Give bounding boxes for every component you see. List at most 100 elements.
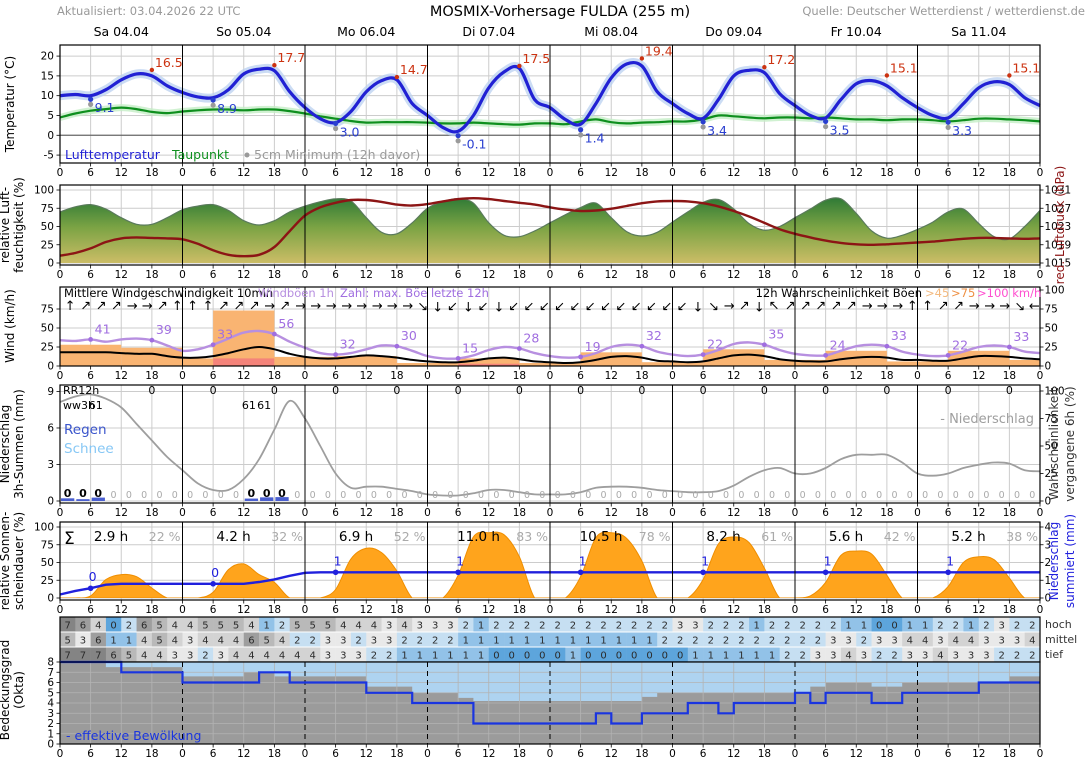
gust-max-label: 32 (340, 337, 356, 352)
hour-label: 18 (1003, 748, 1016, 760)
hour-label: 18 (880, 507, 893, 519)
hour-label: 0 (792, 370, 799, 382)
cloud-layer-okta-value: 1 (493, 636, 499, 647)
wind-direction-arrow-icon: ↑ (858, 301, 873, 312)
cloud-layer-okta-value: 2 (784, 621, 790, 632)
hour-label: 6 (455, 507, 462, 519)
wind-direction-arrow-icon: ↑ (202, 299, 213, 314)
wind-direction-arrow-icon: ↑ (643, 296, 661, 314)
rr12h-value: 0 (822, 384, 829, 397)
rr12h-value: 0 (393, 384, 400, 397)
cloud-layer-okta-value: 1 (539, 636, 545, 647)
cloud-layer-okta-value: 2 (799, 636, 805, 647)
precip-3h-value: 0 (202, 490, 208, 501)
y-tick-label: 9 (47, 386, 54, 398)
hour-label: 12 (605, 269, 618, 281)
cloud-layer-okta-value: 2 (1014, 651, 1020, 662)
hour-label: 6 (455, 604, 462, 616)
hour-label: 0 (914, 269, 921, 281)
cloud-layer-okta-value: 4 (401, 621, 407, 632)
cum-precip-label: 1 (824, 553, 832, 568)
gust-max-label: 22 (952, 337, 968, 352)
hour-label: 6 (822, 604, 829, 616)
min-temp-label: 9.1 (95, 100, 115, 115)
legend-gust-number: Zahl: max. Böe letzte 12h (340, 286, 489, 300)
hour-label: 18 (390, 370, 403, 382)
wind-direction-arrow-icon: ↑ (187, 299, 198, 314)
hour-label: 0 (792, 167, 799, 179)
cloud-layer-okta-value: 2 (784, 636, 790, 647)
hour-label: 12 (605, 604, 618, 616)
axis-label-clouds-2: (Okta) (12, 671, 26, 709)
precip-3h-value: 0 (356, 490, 362, 501)
cloud-layer-okta-value: 4 (953, 636, 959, 647)
precip-3h-value: 0 (278, 487, 286, 500)
cloud-layer-okta-value: 5 (156, 621, 162, 632)
hour-label: 6 (945, 370, 952, 382)
hour-label: 0 (424, 370, 431, 382)
y-tick-label: 25 (41, 342, 54, 354)
legend-gust-100: >100 km/h (977, 286, 1041, 300)
cloud-layer-okta-value: 6 (95, 636, 101, 647)
precip-3h-value: 0 (1014, 490, 1020, 501)
hour-label: 6 (577, 748, 584, 760)
precip-3h-value: 0 (999, 490, 1005, 501)
panel-temperature: 16.5 17.7 14.7 17.5 19.4 17.2 15.1 15.1 9.1 8.9 3.… (41, 43, 1044, 179)
rr12h-value: 0 (210, 384, 217, 397)
y2-tick-label: 25 (1045, 468, 1058, 480)
cloud-layer-okta-value: 5 (233, 621, 239, 632)
hour-label: 0 (669, 269, 676, 281)
cloud-layer-okta-value: 4 (172, 621, 178, 632)
sunshine-percent-label: 42 % (884, 529, 916, 544)
day-labels: Sa 04.04 So 05.04 Mo 06.04 Di 07.04 Mi 08.04… (94, 24, 1007, 39)
hour-label: 0 (1037, 604, 1044, 616)
cloud-layer-okta-value: 1 (524, 636, 530, 647)
cum-precip-label: 1 (946, 553, 954, 568)
hour-label: 6 (210, 167, 217, 179)
panel-humidity: 0 25 50 75 100 1015 1019 1023 1027 1031 0 6 12 18 0 6 12… (34, 184, 1071, 281)
hour-label: 12 (850, 370, 863, 382)
cloud-layer-okta-value: 3 (1014, 636, 1020, 647)
cloud-layer-okta-value: 3 (937, 636, 943, 647)
cum-precip-label: 0 (89, 569, 97, 584)
cloud-layer-okta-value: 3 (447, 621, 453, 632)
gust-max-label: 15 (462, 340, 478, 355)
hour-label: 6 (87, 269, 94, 281)
panel-sunshine: 0 01 1 1 1 1 12.9 h 22 % 4.2 h 32 % 6.9 h 52 % 11.0 … (34, 521, 1052, 616)
wind-direction-arrow-icon: ↑ (692, 298, 703, 313)
hour-label: 18 (880, 748, 893, 760)
precip-3h-value: 0 (340, 490, 346, 501)
wind-direction-arrow-icon: ↑ (721, 301, 736, 312)
hour-label: 18 (268, 604, 281, 616)
hour-label: 6 (700, 269, 707, 281)
rr12h-value: 0 (271, 384, 278, 397)
cloud-layer-okta-value: 0 (554, 651, 560, 662)
source-credit: Quelle: Deutscher Wetterdienst / wetterd… (802, 4, 1085, 18)
precip-3h-value: 0 (815, 490, 821, 501)
hour-label: 6 (822, 167, 829, 179)
cloud-layer-okta-value: 2 (723, 621, 729, 632)
legend-gust-45: >45 (925, 286, 949, 300)
precip-3h-value: 0 (386, 490, 392, 501)
precip-3h-value: 0 (417, 490, 423, 501)
hour-label: 12 (850, 604, 863, 616)
precip-3h-value: 0 (539, 490, 545, 501)
wind-direction-arrow-icon: ↑ (536, 296, 554, 314)
hour-label: 0 (179, 507, 186, 519)
cloud-layer-okta-value: 2 (738, 636, 744, 647)
hour-label: 12 (360, 269, 373, 281)
cloud-layer-okta-value: 5 (309, 621, 315, 632)
wind-direction-arrow-icon: ↑ (734, 297, 752, 315)
hour-label: 6 (822, 748, 829, 760)
hour-label: 12 (972, 167, 985, 179)
hour-label: 18 (1003, 269, 1016, 281)
hour-label: 12 (482, 167, 495, 179)
hour-label: 6 (577, 507, 584, 519)
hour-label: 18 (635, 507, 648, 519)
cloud-layer-okta-value: 0 (600, 651, 606, 662)
hour-label: 12 (972, 748, 985, 760)
hour-label: 0 (424, 748, 431, 760)
hour-label: 12 (237, 269, 250, 281)
day-label: Di 07.04 (462, 24, 515, 39)
y-tick-label: 15 (41, 70, 54, 82)
